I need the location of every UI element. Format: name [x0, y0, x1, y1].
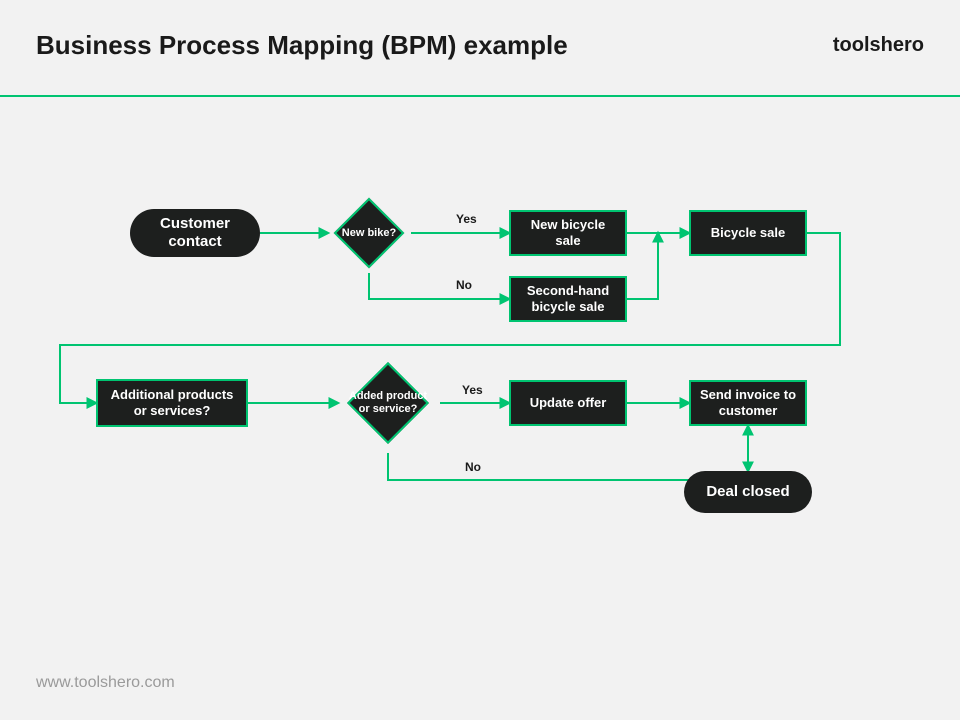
node-d2: [347, 362, 429, 444]
diagram-canvas: Business Process Mapping (BPM) example t…: [0, 0, 960, 720]
node-start: Customer contact: [130, 209, 260, 257]
node-addl: Additional products or services?: [96, 379, 248, 427]
node-d1: [334, 198, 405, 269]
node-closed: Deal closed: [684, 471, 812, 513]
edge-label-d2-update: Yes: [462, 383, 483, 397]
footer-url: www.toolshero.com: [36, 674, 175, 692]
node-invoice: Send invoice to customer: [689, 380, 807, 426]
brand-label: toolshero: [833, 34, 924, 57]
edge-d2-invoice: [388, 426, 748, 480]
edge-label-d2-invoice: No: [465, 460, 481, 474]
edge-bike_sale-addl: [60, 233, 840, 403]
edge-d1-sh_sale: [369, 273, 509, 299]
edge-label-d1-sh_sale: No: [456, 278, 472, 292]
edge-sh_sale-bike_sale: [627, 233, 658, 299]
node-update: Update offer: [509, 380, 627, 426]
page-title: Business Process Mapping (BPM) example: [36, 30, 568, 61]
node-new_sale: New bicycle sale: [509, 210, 627, 256]
node-bike_sale: Bicycle sale: [689, 210, 807, 256]
flow-edges-svg: [0, 0, 960, 720]
header-rule: [0, 95, 960, 97]
node-sh_sale: Second-hand bicycle sale: [509, 276, 627, 322]
edge-label-d1-new_sale: Yes: [456, 212, 477, 226]
